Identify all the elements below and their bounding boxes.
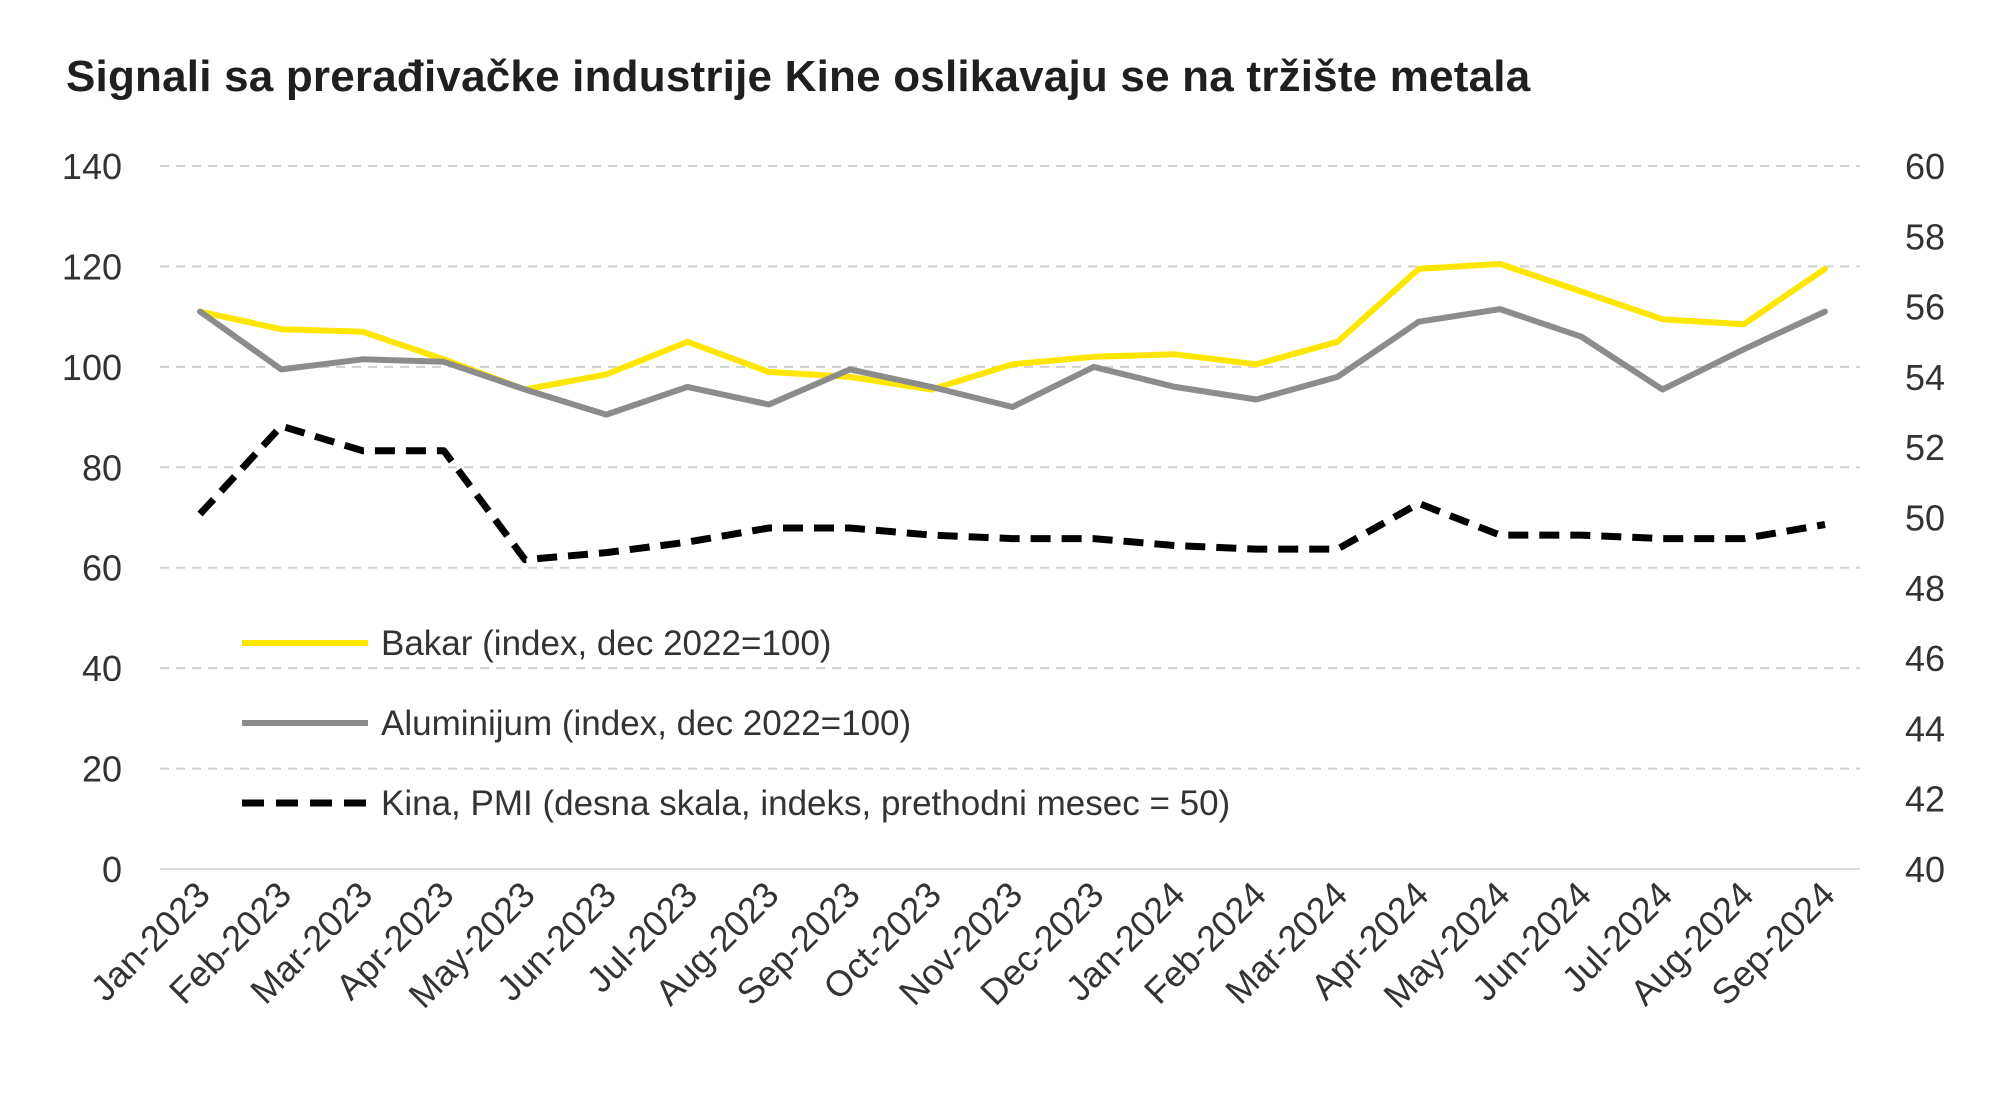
left-tick-label: 120 xyxy=(62,246,122,287)
right-tick-label: 46 xyxy=(1905,638,1945,679)
series-line-3 xyxy=(197,422,1826,564)
series-line-1 xyxy=(197,260,1828,393)
left-tick-label: 0 xyxy=(102,849,122,890)
gridlines xyxy=(160,165,1860,770)
chart-title: Signali sa prerađivačke industrije Kine … xyxy=(66,52,1531,101)
left-tick-label: 40 xyxy=(82,648,122,689)
right-tick-label: 54 xyxy=(1905,357,1945,398)
right-tick-label: 56 xyxy=(1905,287,1945,328)
series-line-2 xyxy=(197,306,1828,418)
legend-label-1: Bakar (index, dec 2022=100) xyxy=(381,624,831,663)
left-tick-label: 60 xyxy=(82,548,122,589)
x-axis: Jan-2023Feb-2023Mar-2023Apr-2023May-2023… xyxy=(83,868,1860,1016)
left-tick-label: 20 xyxy=(82,749,122,790)
right-axis: 40 42 44 46 48 50 52 54 56 58 60 xyxy=(1905,146,1945,890)
left-tick-label: 140 xyxy=(62,146,122,187)
legend: Bakar (index, dec 2022=100) Aluminijum (i… xyxy=(242,624,1230,823)
right-tick-label: 60 xyxy=(1905,146,1945,187)
right-tick-label: 50 xyxy=(1905,498,1945,539)
right-tick-label: 58 xyxy=(1905,216,1945,257)
right-tick-label: 44 xyxy=(1905,708,1945,749)
right-tick-label: 42 xyxy=(1905,779,1945,820)
legend-label-3: Kina, PMI (desna skala, indeks, prethodn… xyxy=(381,784,1230,823)
right-tick-label: 52 xyxy=(1905,427,1945,468)
left-axis: 0 20 40 60 80 100 120 140 xyxy=(62,146,122,890)
left-tick-label: 80 xyxy=(82,447,122,488)
right-tick-label: 40 xyxy=(1905,849,1945,890)
legend-label-2: Aluminijum (index, dec 2022=100) xyxy=(381,704,911,743)
right-tick-label: 48 xyxy=(1905,568,1945,609)
series xyxy=(197,260,1828,564)
left-tick-label: 100 xyxy=(62,347,122,388)
